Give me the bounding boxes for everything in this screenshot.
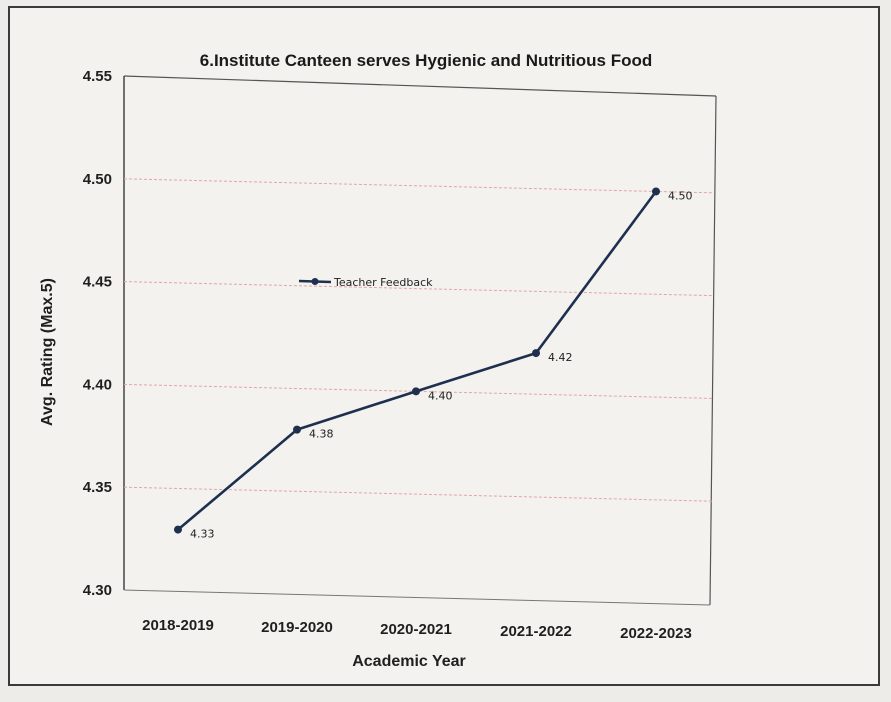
data-label: 4.42 [548,351,573,364]
x-axis-label: Academic Year [352,653,466,670]
plot-top-border [123,75,717,97]
chart-frame [8,6,880,686]
y-tick-label: 4.30 [83,582,112,599]
gridline [123,178,713,194]
gridline [123,486,713,502]
data-point [532,349,540,358]
data-label: 4.40 [428,389,453,402]
y-ticks: 4.30 4.35 4.40 4.45 4.50 4.55 [83,68,112,599]
y-tick-label: 4.40 [83,376,112,393]
y-tick-label: 4.50 [83,171,112,188]
series-layer [174,187,660,534]
gridline [123,383,713,399]
data-point [652,187,660,196]
y-tick-label: 4.35 [83,479,112,496]
data-label: 4.33 [190,528,215,541]
legend-label: Teacher Feedback [333,276,433,289]
y-tick-label: 4.45 [83,274,112,291]
gridline [123,281,713,297]
x-tick-label: 2020-2021 [380,621,452,638]
data-labels: 4.33 4.38 4.40 4.42 4.50 [190,189,693,540]
grid-layer [123,178,713,502]
y-axis-label: Avg. Rating (Max.5) [39,278,56,426]
data-point [293,425,301,434]
chart-title: 6.Institute Canteen serves Hygienic and … [200,51,652,70]
plot-right-border [709,95,717,606]
series-line [177,190,658,531]
legend-marker [311,278,319,285]
data-label: 4.50 [668,189,693,202]
data-point [174,525,182,534]
plot-bottom-border [123,589,711,606]
x-tick-label: 2021-2022 [500,623,572,640]
data-label: 4.38 [309,428,334,441]
legend: Teacher Feedback [298,276,433,289]
y-tick-label: 4.55 [83,68,112,85]
x-ticks: 2018-2019 2019-2020 2020-2021 2021-2022 2022… [142,617,692,642]
data-point [412,387,420,396]
x-tick-label: 2022-2023 [620,625,692,642]
x-tick-label: 2019-2020 [261,619,333,636]
x-tick-label: 2018-2019 [142,617,214,634]
